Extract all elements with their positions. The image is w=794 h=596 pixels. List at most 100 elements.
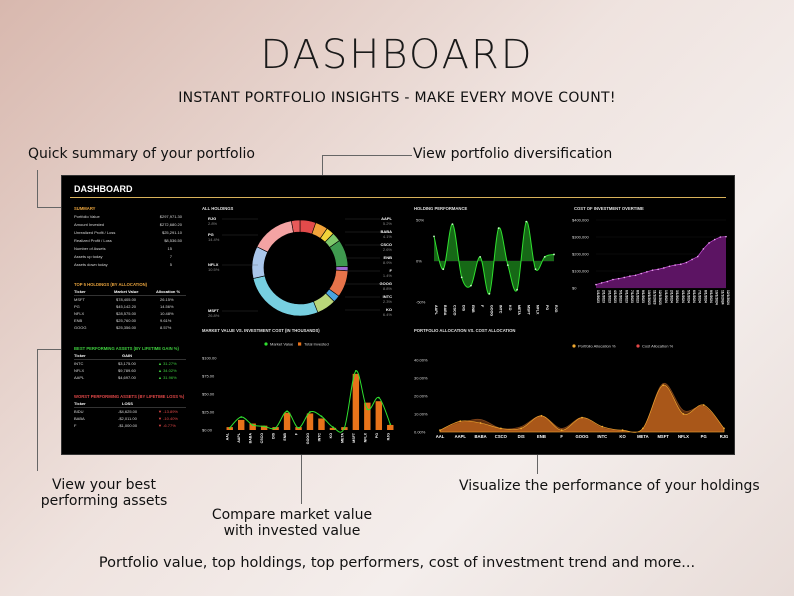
bar-invested [387,424,394,430]
portfolio-point [581,416,583,419]
summary-label: Portfolio Value [74,214,100,219]
x-tick-label: BABA [249,433,253,444]
x-tick-label: ENB [471,305,475,313]
x-tick-label: PG [375,433,379,438]
perf-series: 50% 0% -50% AAPL BABA CSCO DIS ENB F GOOG INTC KO ME… [416,218,558,317]
cell-ticker: BIDU [74,409,84,414]
x-tick-label: 7/1/2023 [630,290,634,303]
y-tick-label: $100,000 [572,269,589,274]
divider [74,295,186,296]
donut-label-ticker: F [390,268,393,273]
cost-over-time-chart: $400,000 $300,000 $200,000 $100,000 $0 1/1/20… [572,218,730,305]
perf-point [497,227,500,230]
donut-label-pct: 2.8% [208,221,218,226]
mv-series: Market Value Total Invested $100.00 $75.00 $… [202,342,394,444]
connector-line [301,450,302,504]
y-tick-label: $400,000 [572,218,589,223]
x-tick-label: 10/1/2024 [715,290,719,305]
bar-invested [329,427,337,430]
col-header: Ticker [74,289,86,294]
summary-label: Unrealized Profit / Loss [74,230,116,235]
page-footer: Portfolio value, top holdings, top perfo… [98,555,696,571]
cell-ticker: AAPL [74,375,85,380]
x-tick-label: DIS [272,432,276,439]
x-tick-label: 7/1/2024 [698,290,702,303]
callout-performance: Visualize the performance of your holdin… [459,478,760,494]
bar-invested [364,402,371,430]
summary-table: Portfolio Value $297,971.30 Amount Invest… [74,214,186,274]
summary-value: $272,680.20 [159,222,182,227]
market-point [354,370,357,372]
y-tick-label: $25.00 [202,410,215,415]
perf-point [543,256,546,258]
bar-invested [260,425,268,430]
cell-loss: -$2,011.00 [118,416,137,421]
perf-point [506,264,509,266]
x-tick-label: AAPL [434,305,438,316]
legend-portfolio-dot [572,344,576,348]
col-header: GAIN [122,353,132,358]
legend-market-label: Market Value [270,342,294,347]
cost-point [646,271,648,273]
perf-area [434,221,554,295]
x-tick-label: 8/1/2024 [703,290,707,303]
summary-value: 5 [169,262,172,267]
x-tick-label: KO [619,434,626,439]
cost-point [719,236,722,238]
y-tick-label: $200,000 [572,252,589,257]
donut-label-pct: 2.3% [383,299,393,304]
portfolio-point [520,427,523,430]
best-performing-header: BEST PERFORMING ASSETS (BY LIFETIME GAIN… [74,346,179,351]
donut-label-ticker: CSCO [380,242,392,247]
market-point [377,396,380,399]
best-performing-table: Ticker GAIN INTC $3,175.00 ▲ 31.27% NFLX $9,… [74,353,186,387]
cell-gain-pct: ▲ 31.96% [158,375,177,380]
market-point [274,426,277,429]
portfolio-point [479,422,482,424]
callout-diversification: View portfolio diversification [413,146,613,162]
perf-point [525,220,528,223]
x-tick-label: AAL [436,434,445,439]
cost-series: $400,000 $300,000 $200,000 $100,000 $0 1/1/20… [572,218,730,305]
x-tick-label: AAL [226,432,230,440]
summary-header: SUMMARY [74,206,96,211]
x-tick-label: INTC [317,433,321,442]
x-tick-label: 5/1/2024 [686,290,690,303]
legend-market-dot [264,342,268,346]
cost-point [612,278,614,281]
donut-label-ticker: ENB [384,255,393,260]
donut-label-ticker: MSFT [208,308,219,313]
top-holdings-table: Ticker Market Value Allocation % MSFT $78,4… [74,289,186,339]
market-point [366,408,369,411]
legend-cost-dot [636,344,640,348]
summary-value: $25,291.10 [161,230,182,235]
x-tick-label: INTC [597,434,607,439]
cost-point [725,235,727,238]
market-point [320,415,323,418]
cost-point [657,268,659,271]
cost-point [634,274,637,277]
y-tick-label: -50% [416,300,426,305]
x-tick-label: MSFT [526,305,530,316]
x-tick-label: 2/1/2023 [602,290,606,303]
connector-line [37,207,63,208]
cell-pct: 14.56% [160,304,174,309]
x-tick-label: RJG [386,433,390,441]
x-tick-label: 11/1/2023 [653,290,657,305]
y-tick-label: 10.00% [414,412,428,417]
cell-ticker: F [74,423,77,428]
y-tick-label: $100.00 [202,356,217,361]
cost-point [713,238,716,241]
market-point [228,426,231,429]
x-tick-label: INTC [499,305,503,314]
bar-invested [237,419,245,430]
portfolio-point [459,420,462,423]
x-tick-label: 5/1/2023 [619,290,623,303]
market-point [343,426,346,429]
x-tick-label: 12/1/2024 [726,290,730,305]
x-tick-label: BABA [475,434,487,439]
x-tick-label: CSCO [495,434,508,439]
donut-slices [251,219,349,317]
cost-point [679,263,682,265]
